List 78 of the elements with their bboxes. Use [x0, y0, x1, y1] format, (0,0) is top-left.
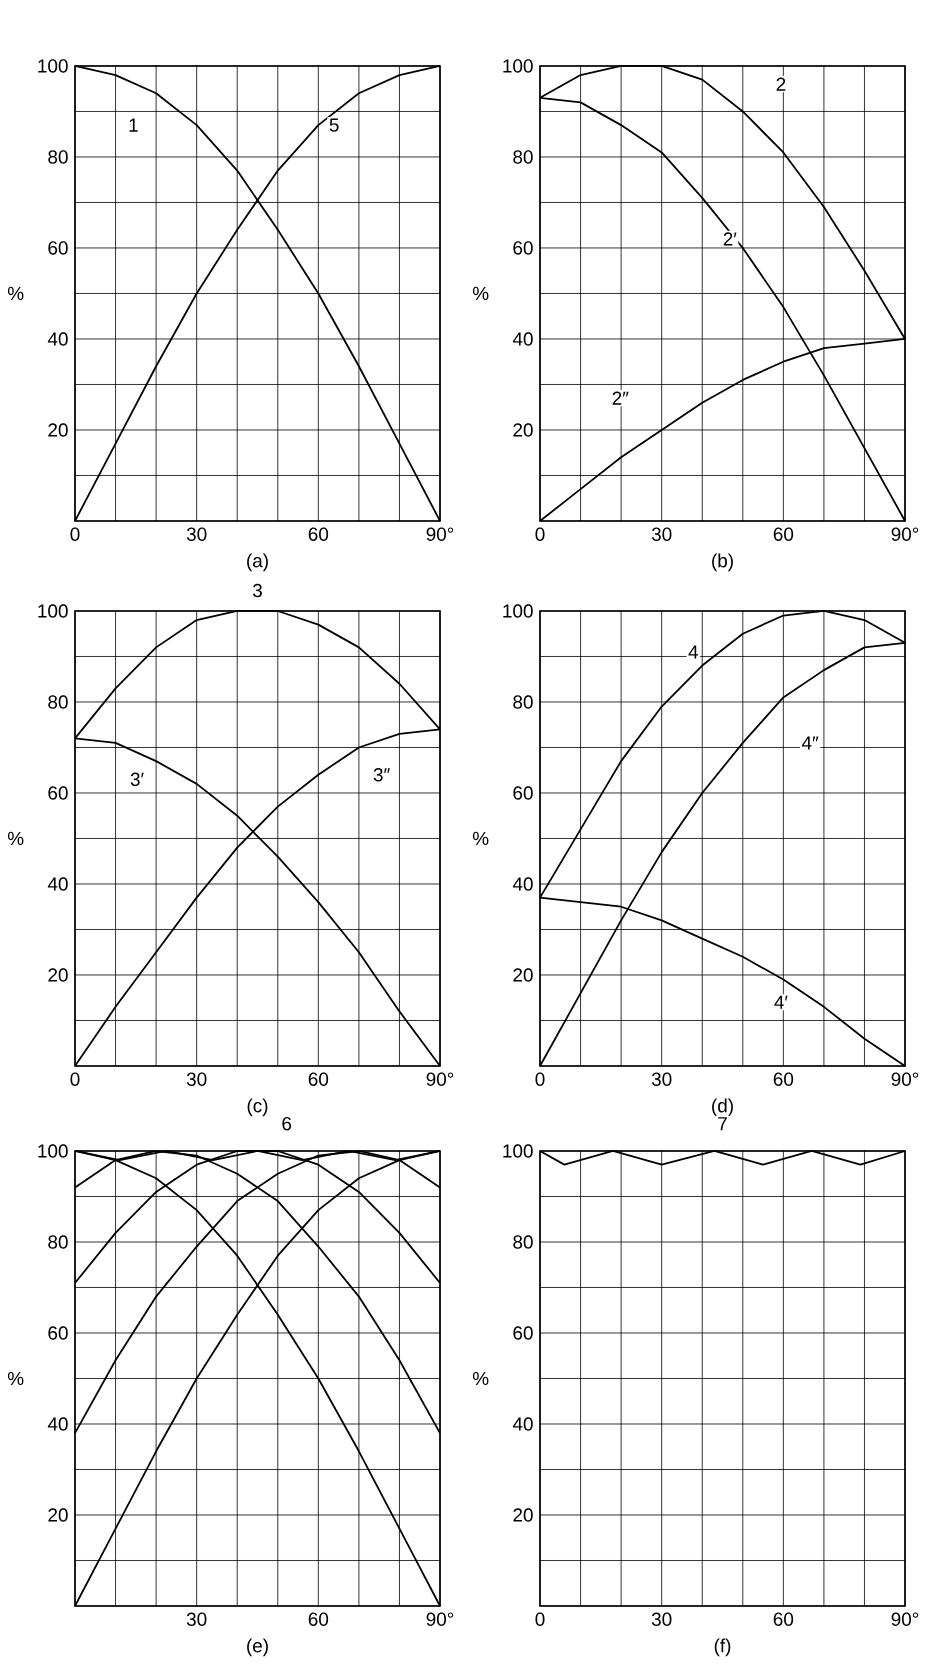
y-tick-label: 60	[513, 241, 533, 255]
annotation: 2	[776, 77, 786, 91]
y-tick-label: 60	[48, 241, 68, 255]
y-tick-label: 80	[513, 695, 533, 709]
x-tick-label: 60	[308, 1612, 329, 1626]
x-tick-label: 0	[70, 527, 80, 541]
text: (f)	[714, 1638, 731, 1657]
x-tick-label: 60	[308, 1072, 329, 1086]
y-tick-label: 80	[513, 1235, 533, 1249]
x-tick-label: 60	[773, 1072, 794, 1086]
x-tick-label: 0	[70, 1072, 80, 1086]
x-tick-label: 30	[651, 1072, 672, 1086]
text: (b)	[712, 553, 733, 572]
annotation: 4′	[774, 995, 788, 1009]
y-tick-label: 40	[47, 1417, 68, 1431]
y-tick-label: 60	[513, 786, 533, 800]
y-tick-label: 100	[503, 604, 533, 618]
y-axis-title: %	[7, 286, 24, 301]
y-tick-label: 80	[513, 150, 533, 164]
y-tick-label: 40	[512, 332, 533, 346]
y-axis-title: %	[7, 1371, 24, 1386]
y-tick-label: 40	[512, 1417, 533, 1431]
annotation: 2′	[723, 232, 737, 246]
y-tick-label: 100	[38, 59, 68, 73]
x-tick-label: 90°	[891, 1612, 919, 1626]
x-tick-label: 0	[535, 527, 545, 541]
y-tick-label: 100	[38, 1144, 68, 1158]
y-tick-label: 60	[48, 786, 68, 800]
y-axis-title: %	[472, 1371, 489, 1386]
text: (c)	[247, 1098, 268, 1117]
y-tick-label: 100	[503, 59, 533, 73]
y-tick-label: 80	[48, 1235, 68, 1249]
x-tick-label: 30	[651, 527, 672, 541]
text: (d)	[712, 1098, 733, 1117]
y-axis-title: %	[472, 286, 489, 301]
x-tick-label: 30	[186, 527, 207, 541]
annotation: 3″	[373, 768, 390, 782]
text: 3	[252, 583, 262, 598]
x-tick-label: 30	[186, 1612, 207, 1626]
x-tick-label: 30	[651, 1612, 672, 1626]
annotation: 4	[688, 645, 699, 659]
y-tick-label: 20	[48, 423, 68, 437]
x-tick-label: 0	[535, 1612, 545, 1626]
text: (a)	[247, 553, 268, 572]
y-tick-label: 80	[48, 695, 68, 709]
text: (e)	[247, 1638, 268, 1657]
x-tick-label: 90°	[891, 1072, 919, 1086]
annotation: 2″	[612, 391, 629, 405]
annotation: 1	[129, 118, 138, 132]
y-tick-label: 40	[512, 877, 533, 891]
x-tick-label: 30	[186, 1072, 207, 1086]
y-tick-label: 100	[503, 1144, 533, 1158]
text: 7	[718, 1117, 727, 1131]
y-axis-title: %	[7, 831, 24, 846]
y-tick-label: 20	[48, 1508, 68, 1522]
y-tick-label: 40	[47, 877, 68, 891]
x-tick-label: 90°	[426, 1072, 454, 1086]
x-tick-label: 60	[773, 1612, 794, 1626]
annotation: 4″	[801, 736, 819, 750]
x-tick-label: 60	[773, 527, 794, 541]
y-tick-label: 80	[48, 150, 68, 164]
y-tick-label: 20	[513, 1508, 533, 1522]
annotation: 3′	[130, 772, 144, 787]
y-tick-label: 20	[513, 968, 533, 982]
y-tick-label: 20	[513, 423, 533, 437]
y-tick-label: 60	[48, 1326, 68, 1340]
x-tick-label: 60	[308, 527, 329, 541]
x-tick-label: 90°	[426, 527, 454, 541]
y-tick-label: 100	[38, 604, 68, 618]
text: 6	[282, 1116, 292, 1131]
y-tick-label: 40	[47, 332, 68, 346]
annotation: 5	[329, 118, 339, 132]
x-tick-label: 90°	[891, 527, 919, 541]
y-tick-label: 60	[513, 1326, 533, 1340]
x-tick-label: 90°	[426, 1612, 454, 1626]
x-tick-label: 0	[535, 1072, 545, 1086]
y-tick-label: 20	[48, 968, 68, 982]
y-axis-title: %	[472, 831, 489, 846]
